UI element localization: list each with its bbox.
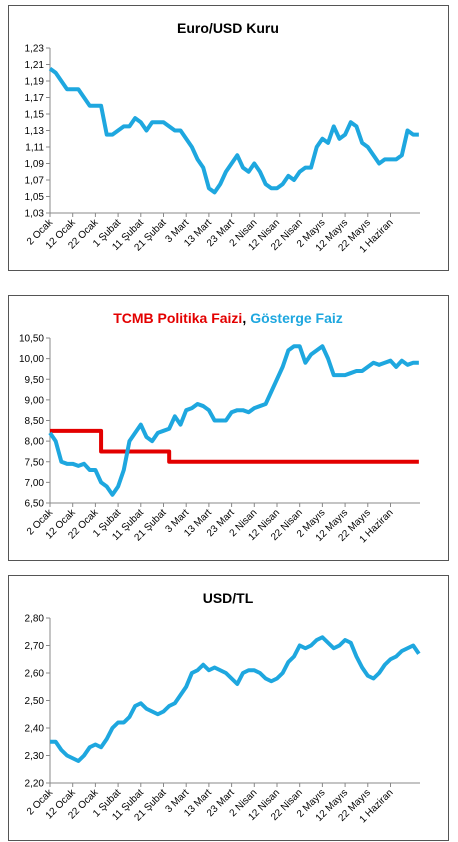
title-part: Gösterge Faiz	[250, 310, 343, 326]
chart-frame	[8, 295, 449, 561]
y-tick-label: 1,17	[25, 93, 45, 104]
y-tick-label: 9,50	[25, 375, 45, 386]
y-tick-label: 2,30	[25, 751, 45, 762]
y-tick-label: 8,50	[25, 416, 45, 427]
y-tick-label: 8,00	[25, 437, 45, 448]
y-tick-label: 1,05	[25, 192, 45, 203]
line-series	[48, 344, 419, 497]
chart-title: Euro/USD Kuru	[177, 20, 279, 36]
y-tick-label: 2,20	[25, 779, 45, 790]
chart-title: TCMB Politika Faizi, Gösterge Faiz	[113, 310, 343, 326]
y-tick-label: 1,15	[25, 110, 45, 121]
y-tick-label: 1,03	[25, 209, 45, 220]
y-tick-label: 2,40	[25, 724, 45, 735]
y-tick-label: 2,50	[25, 696, 45, 707]
title-separator: ,	[242, 310, 246, 326]
y-tick-label: 1,07	[25, 176, 45, 187]
y-tick-label: 7,50	[25, 457, 45, 468]
y-tick-label: 1,13	[25, 126, 45, 137]
y-tick-label: 10,50	[19, 334, 44, 345]
y-tick-label: 1,11	[25, 143, 44, 154]
y-tick-label: 2,80	[25, 614, 45, 625]
chart-title: USD/TL	[203, 590, 254, 606]
y-tick-label: 2,60	[25, 669, 45, 680]
y-tick-label: 2,70	[25, 641, 45, 652]
y-tick-label: 6,50	[25, 499, 45, 510]
line-series	[48, 67, 419, 195]
y-tick-label: 1,23	[25, 44, 45, 55]
title-part: TCMB Politika Faizi	[113, 310, 242, 326]
line-series	[50, 428, 419, 464]
y-tick-label: 1,21	[25, 60, 45, 71]
line-series	[50, 635, 421, 763]
y-tick-label: 7,00	[25, 478, 45, 489]
y-tick-label: 10,00	[19, 354, 44, 365]
chart-frame	[8, 5, 449, 271]
chart-frame	[8, 575, 449, 841]
y-tick-label: 1,19	[25, 77, 45, 88]
y-tick-label: 1,09	[25, 159, 45, 170]
y-tick-label: 9,00	[25, 395, 45, 406]
